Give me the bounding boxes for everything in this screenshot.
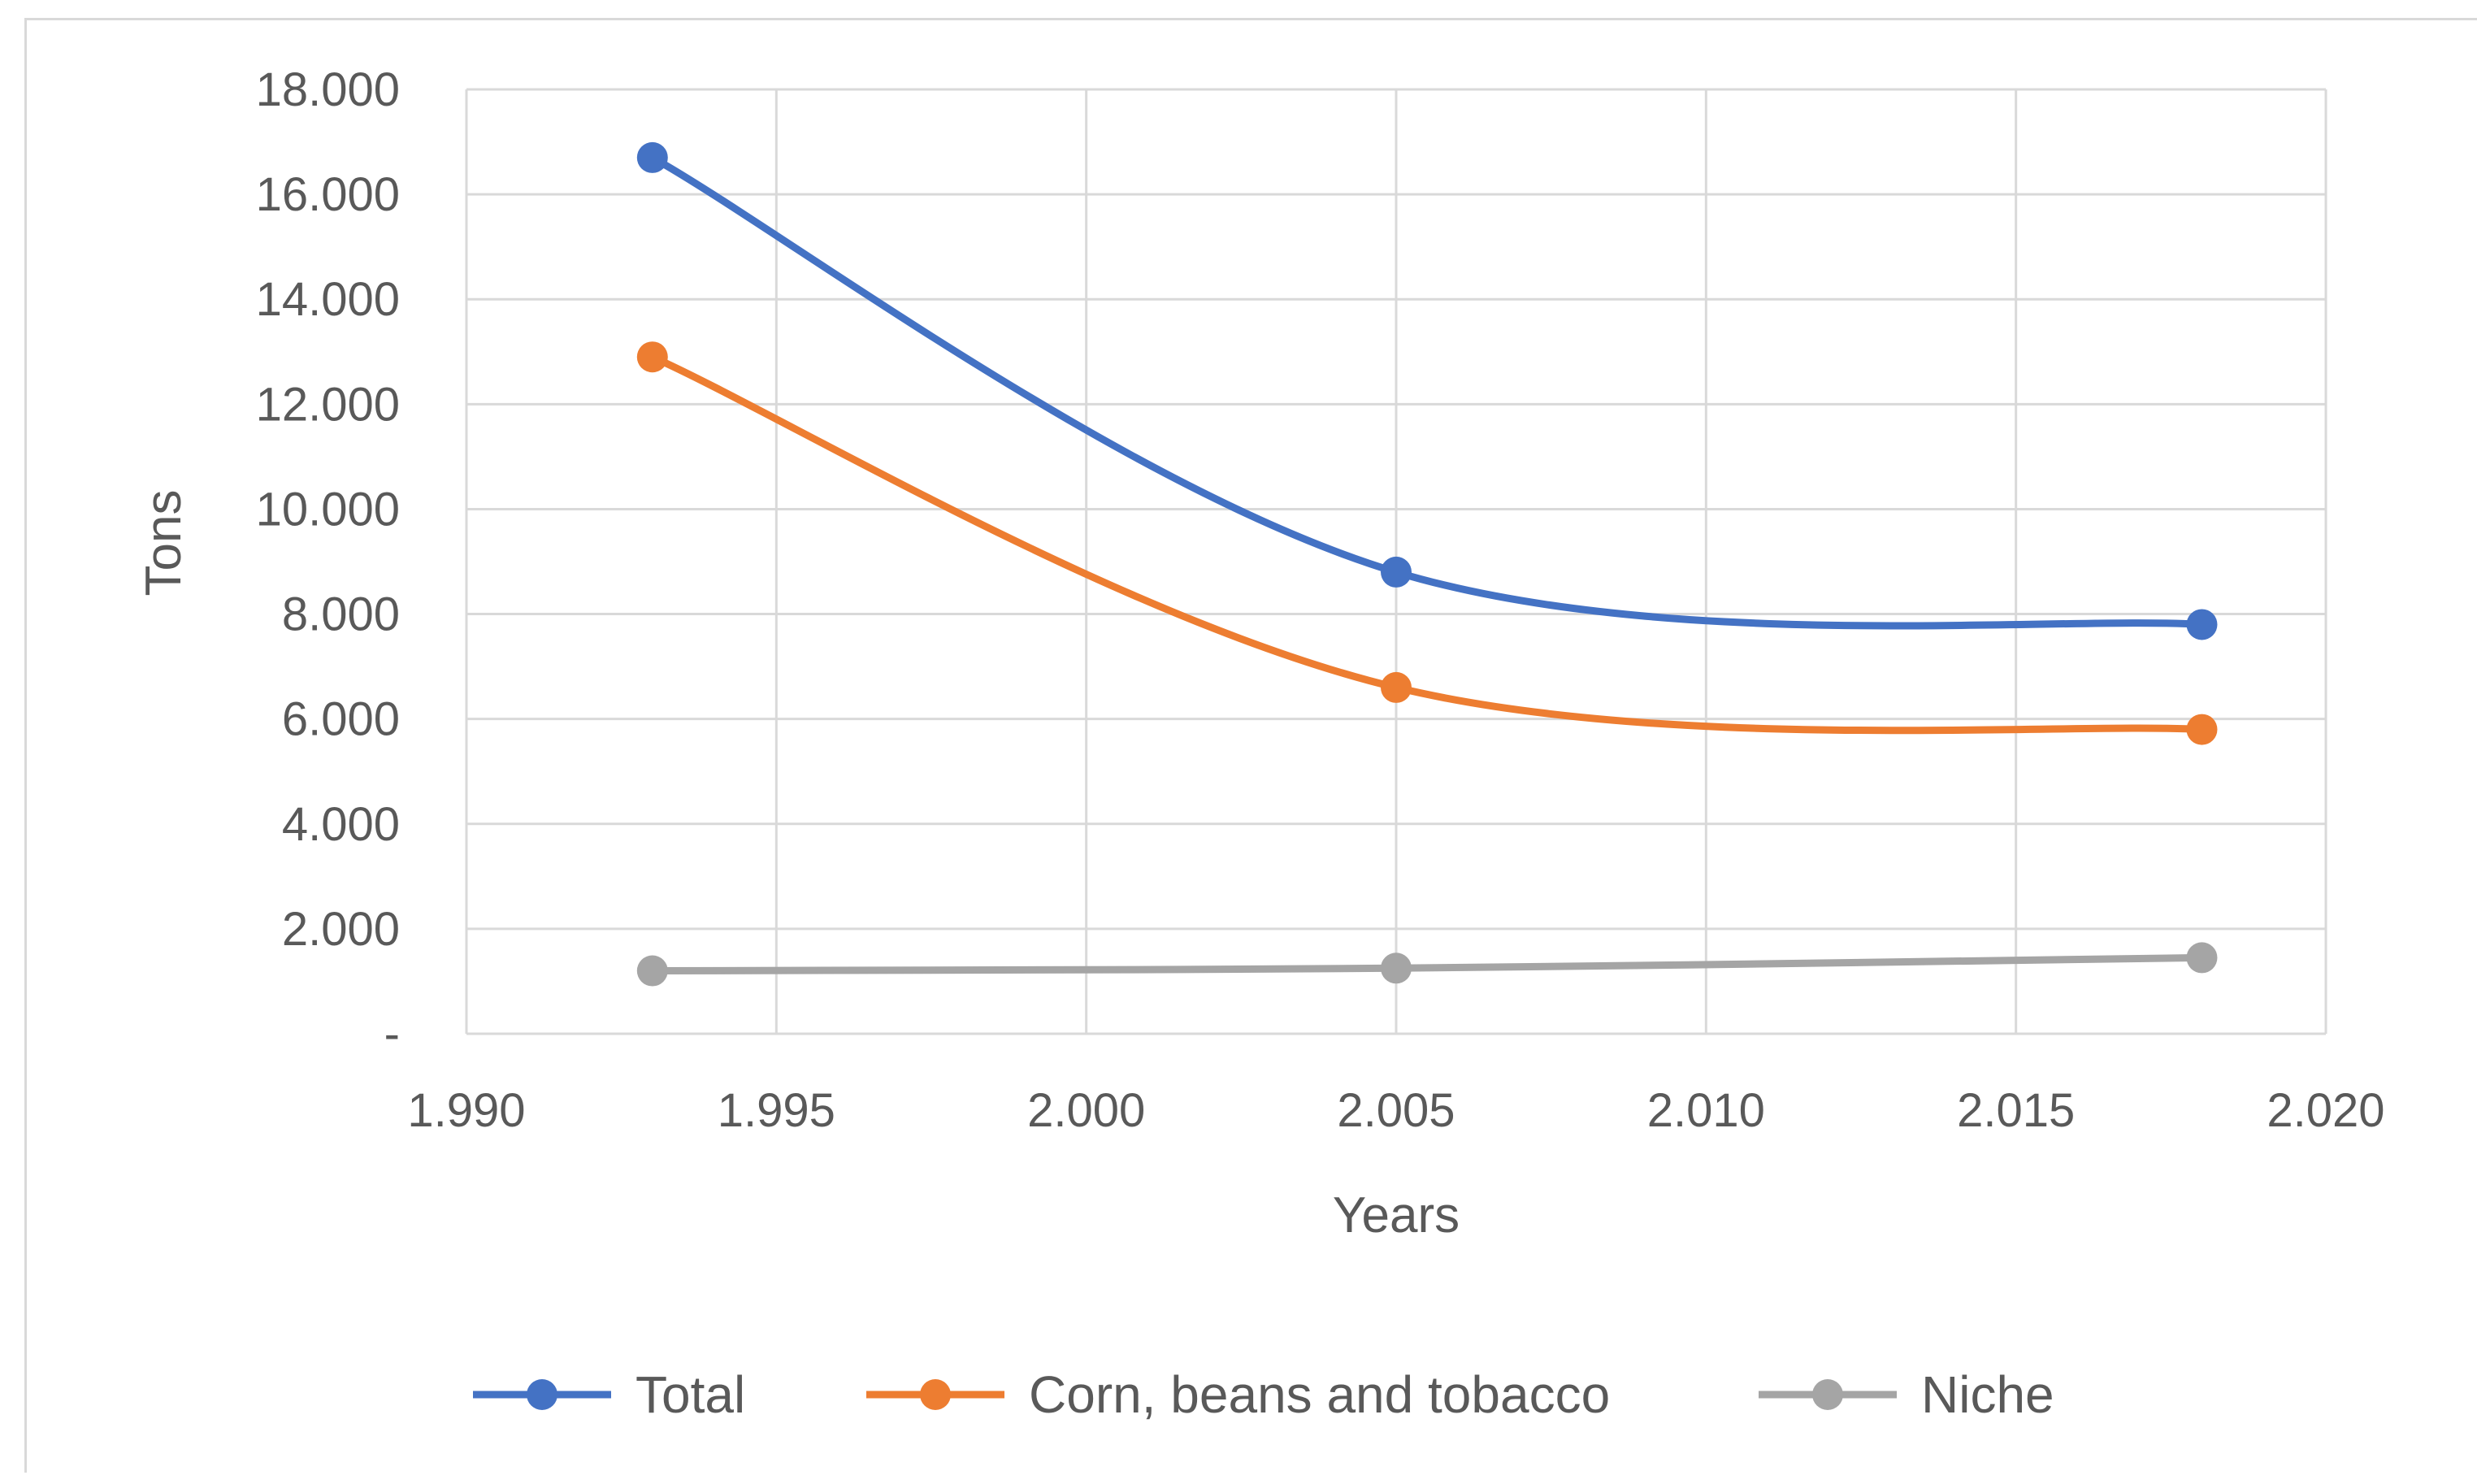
y-tick-label: 18.000 (256, 63, 400, 116)
x-tick-label: 2.020 (2267, 1084, 2384, 1137)
data-point (2186, 714, 2218, 745)
x-axis-title: Years (1333, 1187, 1460, 1243)
data-point (1381, 671, 1412, 703)
x-tick-label: 2.015 (1957, 1084, 2075, 1137)
y-axis-ticks: - 2.000 4.000 6.000 8.000 10.000 12.000 14.000 1… (256, 63, 400, 1061)
data-point (636, 955, 668, 987)
legend: Total Corn, beans and tobacco Niche (473, 1365, 2054, 1424)
series-2 (636, 942, 2218, 987)
x-axis-ticks: 1.990 1.995 2.000 2.005 2.010 2.015 2.020 (407, 1084, 2384, 1137)
y-tick-label: 10.000 (256, 483, 400, 536)
legend-label: Total (636, 1365, 745, 1424)
x-tick-label: 1.995 (718, 1084, 835, 1137)
y-tick-label: 8.000 (282, 588, 400, 641)
chart-frame (24, 18, 2477, 1473)
gridlines (465, 88, 2327, 1035)
series-line (649, 154, 2206, 630)
series-line (649, 953, 2206, 975)
series-0 (636, 141, 2218, 640)
legend-marker (920, 1379, 951, 1410)
series-1 (636, 341, 2218, 745)
x-tick-label: 2.010 (1647, 1084, 1765, 1137)
data-point (636, 341, 668, 373)
y-tick-label: 6.000 (282, 693, 400, 746)
y-axis-title: Tons (136, 490, 192, 597)
y-tick-label: - (384, 1008, 400, 1061)
x-tick-label: 2.000 (1027, 1084, 1145, 1137)
y-tick-label: 16.000 (256, 168, 400, 221)
x-tick-label: 1.990 (407, 1084, 525, 1137)
legend-item: Niche (1759, 1365, 2054, 1424)
legend-label: Niche (1921, 1365, 2054, 1424)
data-point (636, 141, 668, 173)
legend-marker (527, 1379, 557, 1410)
y-tick-label: 2.000 (282, 903, 400, 956)
data-point (1381, 952, 1412, 984)
data-point (2186, 609, 2218, 640)
y-tick-label: 12.000 (256, 378, 400, 431)
data-point (2186, 942, 2218, 974)
x-tick-label: 2.005 (1337, 1084, 1455, 1137)
series-line (649, 353, 2206, 735)
legend-label: Corn, beans and tobacco (1029, 1365, 1610, 1424)
legend-item: Total (473, 1365, 745, 1424)
legend-item: Corn, beans and tobacco (866, 1365, 1610, 1424)
legend-marker (1812, 1379, 1843, 1410)
y-tick-label: 14.000 (256, 273, 400, 326)
series-lines (636, 141, 2218, 987)
data-point (1381, 556, 1412, 588)
y-tick-label: 4.000 (282, 798, 400, 851)
